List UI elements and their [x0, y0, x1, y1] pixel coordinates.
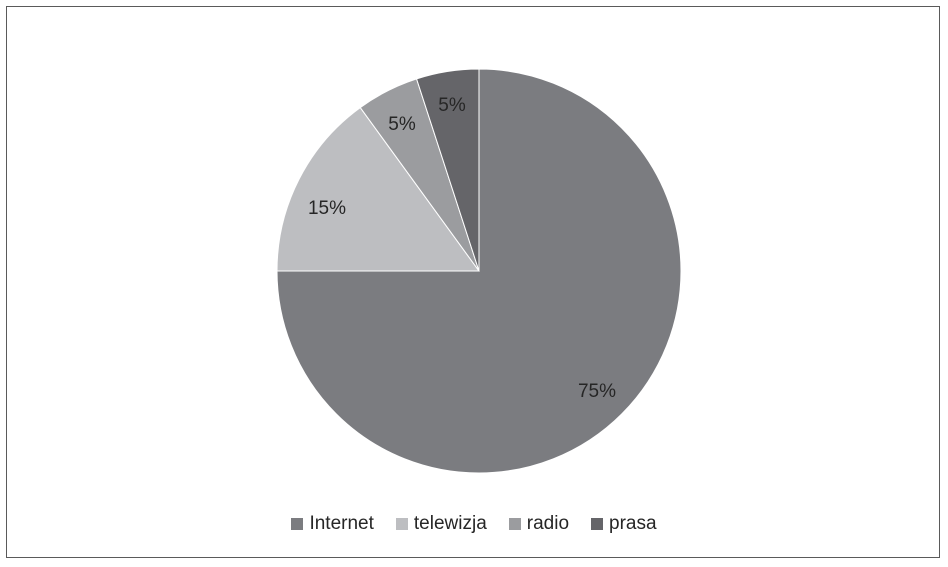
- data-label-radio: 5%: [388, 114, 416, 135]
- legend-item-radio: radio: [509, 513, 569, 535]
- data-label-telewizja: 15%: [308, 198, 346, 219]
- legend-swatch: [591, 518, 603, 530]
- legend-item-telewizja: telewizja: [396, 513, 487, 535]
- data-label-internet: 75%: [578, 381, 616, 402]
- legend-label: telewizja: [414, 513, 487, 535]
- legend-label: prasa: [609, 513, 657, 535]
- legend: Internet telewizja radio prasa: [0, 513, 948, 535]
- legend-label: Internet: [309, 513, 373, 535]
- data-label-prasa: 5%: [438, 95, 466, 116]
- legend-swatch: [291, 518, 303, 530]
- legend-item-internet: Internet: [291, 513, 373, 535]
- legend-label: radio: [527, 513, 569, 535]
- legend-swatch: [509, 518, 521, 530]
- legend-item-prasa: prasa: [591, 513, 657, 535]
- legend-swatch: [396, 518, 408, 530]
